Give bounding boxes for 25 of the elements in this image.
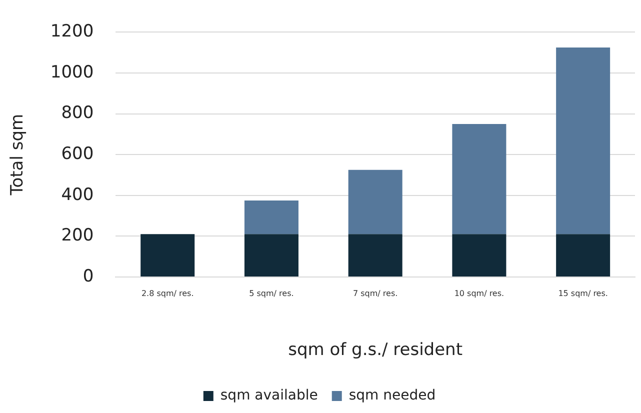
y-tick-label: 1200 — [50, 22, 94, 42]
bar — [348, 234, 402, 276]
x-tick-label: 7 sqm/ res. — [353, 288, 398, 298]
bar — [348, 170, 402, 234]
y-tick-label: 0 — [82, 266, 94, 286]
x-tick-label: 15 sqm/ res. — [558, 288, 608, 298]
x-axis-title: sqm of g.s./ resident — [288, 340, 463, 360]
legend-label: sqm needed — [348, 388, 436, 404]
x-tick-label: 10 sqm/ res. — [454, 288, 504, 298]
y-tick-label: 400 — [61, 184, 94, 205]
bar — [556, 234, 610, 276]
y-tick-label: 1000 — [50, 62, 94, 82]
y-axis-title: Total sqm — [8, 114, 28, 196]
bar — [556, 48, 610, 234]
y-tick-label: 200 — [61, 226, 94, 246]
bar — [140, 234, 195, 276]
y-tick-label: 600 — [61, 144, 94, 164]
bar — [244, 234, 298, 276]
x-tick-label: 5 sqm/ res. — [249, 288, 294, 298]
bar — [452, 234, 506, 276]
bar — [244, 200, 298, 234]
x-tick-label: 2.8 sqm/ res. — [141, 288, 194, 298]
bar — [452, 124, 506, 234]
y-tick-label: 800 — [61, 103, 94, 124]
legend-label: sqm available — [220, 388, 318, 404]
